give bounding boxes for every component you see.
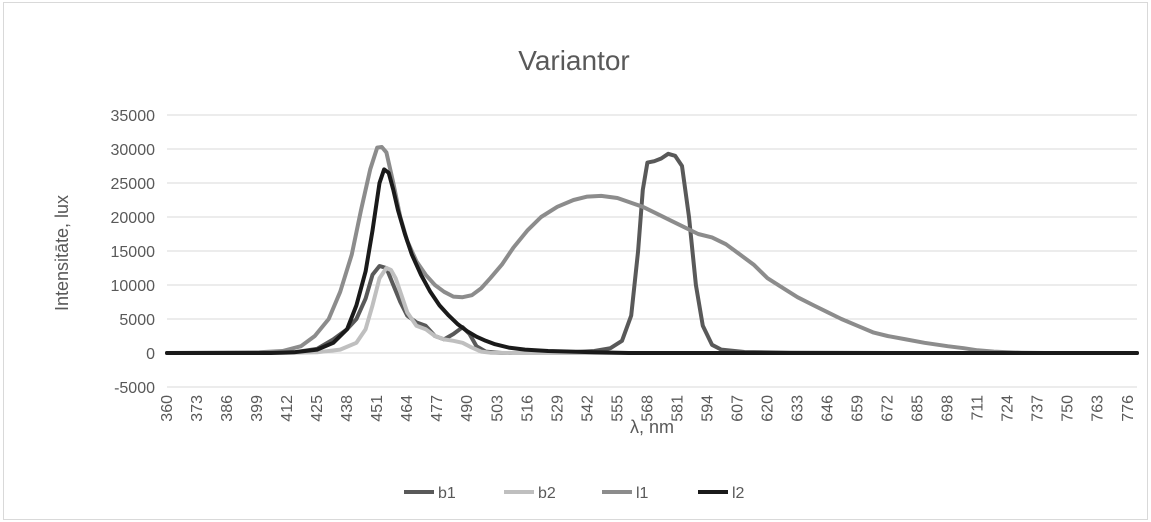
x-tick-label: 555 (609, 395, 626, 422)
x-tick-label: 568 (639, 395, 656, 422)
y-tick-label: 30000 (111, 142, 156, 159)
x-tick-label: 412 (279, 395, 296, 422)
legend-label: l1 (636, 485, 649, 502)
x-tick-label: 399 (249, 395, 266, 422)
y-tick-label: 5000 (119, 312, 155, 329)
legend-label: b1 (438, 485, 456, 502)
y-tick-label: 20000 (111, 210, 156, 227)
x-tick-label: 438 (339, 395, 356, 422)
x-tick-label: 594 (699, 395, 716, 422)
x-tick-label: 646 (820, 395, 837, 422)
chart-frame: Variantor -5000 0 5000 10000 15000 20000 25000… (3, 2, 1148, 520)
x-tick-label: 503 (489, 395, 506, 422)
y-tick-label: 0 (146, 346, 155, 363)
series-line-l1 (165, 145, 1139, 355)
x-tick-label: 750 (1060, 395, 1077, 422)
x-tick-label: 373 (189, 395, 206, 422)
y-tick-label: 35000 (111, 108, 156, 125)
legend-label: l2 (732, 485, 745, 502)
x-tick-label: 737 (1030, 395, 1047, 422)
x-tick-label: 659 (850, 395, 867, 422)
x-tick-label: 490 (459, 395, 476, 422)
chart-title: Variantor (518, 45, 630, 76)
x-tick-label: 386 (219, 395, 236, 422)
x-tick-label: 581 (669, 395, 686, 422)
legend-item-l2: l2 (698, 485, 745, 502)
legend-item-l1: l1 (602, 485, 649, 502)
x-tick-label: 360 (159, 395, 176, 422)
gridlines (167, 114, 1137, 388)
y-tick-label: -5000 (114, 380, 155, 397)
x-tick-label: 633 (790, 395, 807, 422)
x-tick-label: 620 (759, 395, 776, 422)
x-tick-label: 724 (1000, 395, 1017, 422)
series-line-b2 (165, 266, 1139, 355)
x-tick-label: 776 (1120, 395, 1137, 422)
x-tick-label: 542 (579, 395, 596, 422)
series-line-l2 (165, 167, 1139, 355)
x-tick-label: 425 (309, 395, 326, 422)
x-tick-label: 698 (940, 395, 957, 422)
x-tick-label: 477 (429, 395, 446, 422)
legend-label: b2 (538, 485, 556, 502)
y-tick-label: 15000 (111, 244, 156, 261)
x-tick-label: 672 (880, 395, 897, 422)
x-tick-label: 711 (970, 395, 987, 421)
line-chart: Variantor -5000 0 5000 10000 15000 20000 25000… (52, 45, 1139, 502)
series-line-b1 (165, 151, 1139, 355)
legend: b1 b2 l1 l2 (404, 485, 745, 502)
x-tick-label: 516 (519, 395, 536, 422)
x-axis-ticks: 360 373 386 399 412 425 438 451 464 477 490 503 516 5… (159, 395, 1137, 422)
y-axis-ticks: -5000 0 5000 10000 15000 20000 25000 30000 35000 (111, 108, 156, 397)
x-tick-label: 464 (399, 395, 416, 422)
x-tick-label: 529 (549, 395, 566, 422)
x-tick-label: 451 (369, 395, 386, 422)
y-axis-title: Intensitāte, lux (52, 195, 72, 311)
x-tick-label: 607 (729, 395, 746, 422)
legend-item-b1: b1 (404, 485, 456, 502)
x-axis-title: λ, nm (630, 417, 674, 437)
y-tick-label: 25000 (111, 176, 156, 193)
x-tick-label: 685 (910, 395, 927, 422)
legend-item-b2: b2 (504, 485, 556, 502)
y-tick-label: 10000 (111, 278, 156, 295)
series-lines (165, 145, 1139, 355)
x-tick-label: 763 (1090, 395, 1107, 422)
